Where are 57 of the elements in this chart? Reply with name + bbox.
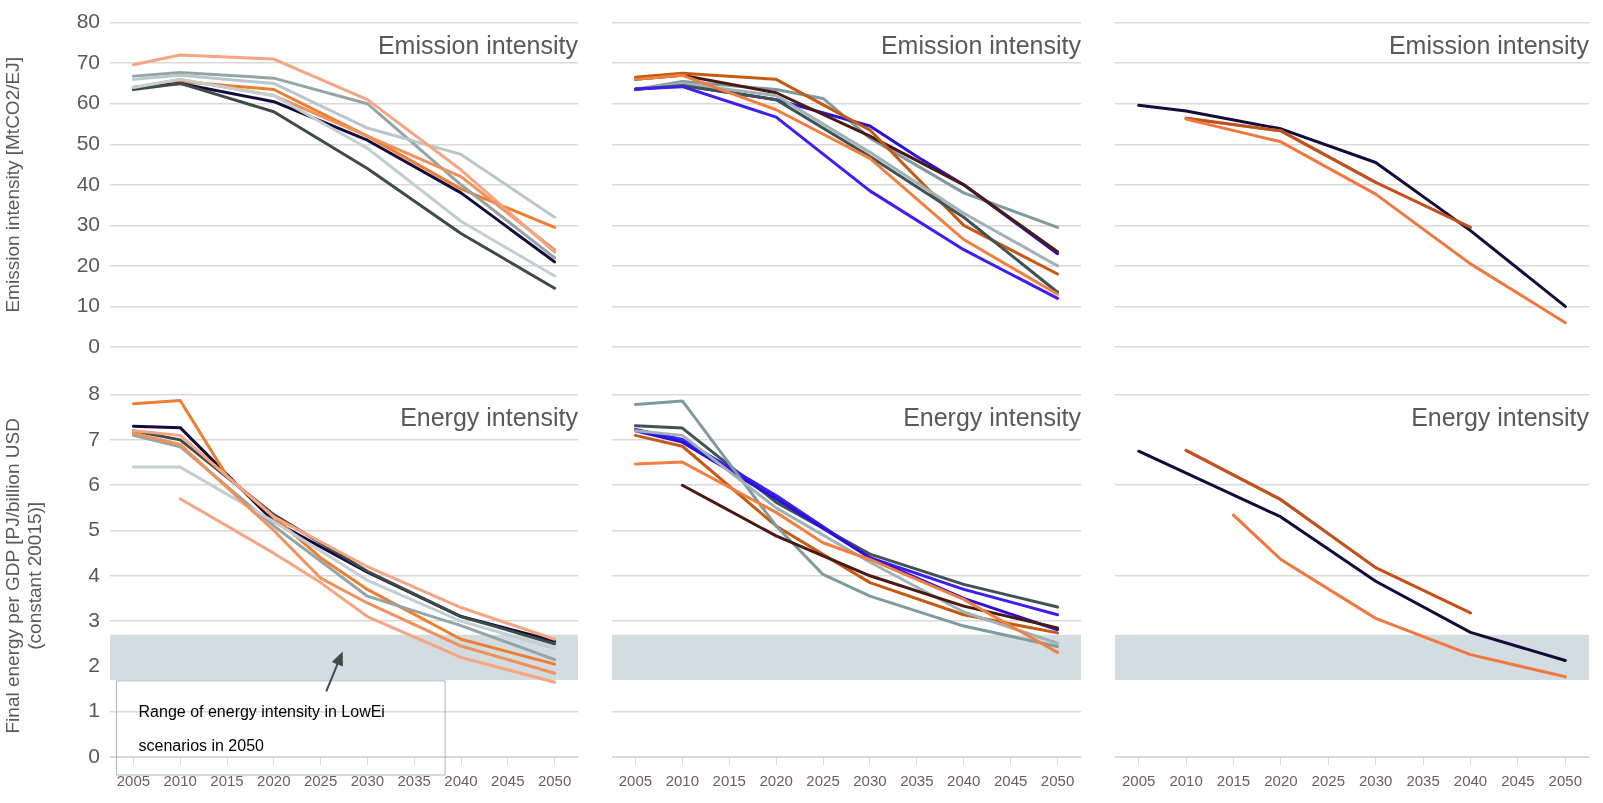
- x-tick-label: 2050: [537, 772, 572, 790]
- y-tick-label: 3: [88, 607, 100, 631]
- x-tick-label: 2030: [1359, 772, 1393, 790]
- y-axis-title: Emission intensity [MtCO2/EJ]: [1, 57, 23, 313]
- y-tick-label: 0: [88, 743, 100, 767]
- y-tick-label: 8: [88, 381, 100, 405]
- y-axis-title: Final energy per GDP [PJ/billion USD (constant 20015)]: [1, 418, 46, 734]
- x-tick-label: 2005: [618, 772, 653, 790]
- x-tick-label: 2010: [665, 772, 700, 790]
- y-tick-label: 60: [76, 90, 100, 114]
- chart-title: Energy intensity: [903, 402, 1082, 431]
- x-tick-label: 2045: [491, 772, 525, 790]
- y-tick-label: 0: [88, 333, 100, 357]
- x-tick-label: 2010: [1169, 772, 1203, 790]
- x-tick-label: 2040: [1453, 772, 1488, 790]
- y-tick-label: 50: [76, 131, 100, 155]
- x-tick-label: 2025: [303, 772, 338, 790]
- x-tick-label: 2050: [1548, 772, 1582, 790]
- chart-title: Energy intensity: [1411, 402, 1590, 431]
- x-tick-label: 2020: [759, 772, 793, 790]
- y-tick-label: 4: [88, 562, 101, 586]
- x-tick-label: 2030: [350, 772, 385, 790]
- y-tick-label: 2: [88, 653, 100, 677]
- x-tick-label: 2050: [1040, 772, 1075, 790]
- y-tick-label: 30: [76, 212, 100, 236]
- x-tick-label: 2015: [1216, 772, 1251, 790]
- y-tick-label: 1: [88, 698, 100, 722]
- x-tick-label: 2010: [163, 772, 197, 790]
- x-tick-label: 2005: [1122, 772, 1156, 790]
- x-tick-label: 2025: [806, 772, 840, 790]
- y-tick-label: 6: [88, 472, 100, 495]
- y-tick-label: 7: [88, 426, 100, 450]
- x-tick-label: 2020: [1264, 772, 1298, 790]
- y-tick-label: 20: [76, 252, 100, 276]
- x-tick-label: 2035: [1406, 772, 1440, 790]
- x-tick-label: 2030: [853, 772, 887, 790]
- y-tick-label: 10: [76, 293, 100, 317]
- x-tick-label: 2015: [210, 772, 244, 790]
- x-tick-label: 2040: [444, 772, 478, 790]
- x-tick-label: 2035: [397, 772, 431, 790]
- chart-title: Emission intensity: [1388, 30, 1590, 59]
- x-tick-label: 2025: [1311, 772, 1345, 790]
- y-tick-label: 80: [76, 9, 100, 33]
- x-tick-label: 2040: [947, 772, 981, 790]
- x-tick-label: 2035: [900, 772, 934, 790]
- y-tick-label: 40: [76, 171, 100, 195]
- x-tick-label: 2045: [1501, 772, 1535, 790]
- chart-title: Emission intensity: [880, 30, 1082, 59]
- chart-title: Emission intensity: [377, 30, 579, 59]
- y-tick-label: 70: [76, 49, 100, 73]
- x-tick-label: 2015: [712, 772, 746, 790]
- x-tick-label: 2045: [993, 772, 1028, 790]
- x-tick-label: 2020: [257, 772, 291, 790]
- y-tick-label: 5: [88, 517, 100, 541]
- annotation: Range of energy intensity in LowEi scenarios in 2050: [138, 703, 385, 755]
- chart-title: Energy intensity: [400, 402, 579, 431]
- x-tick-label: 2005: [116, 772, 151, 790]
